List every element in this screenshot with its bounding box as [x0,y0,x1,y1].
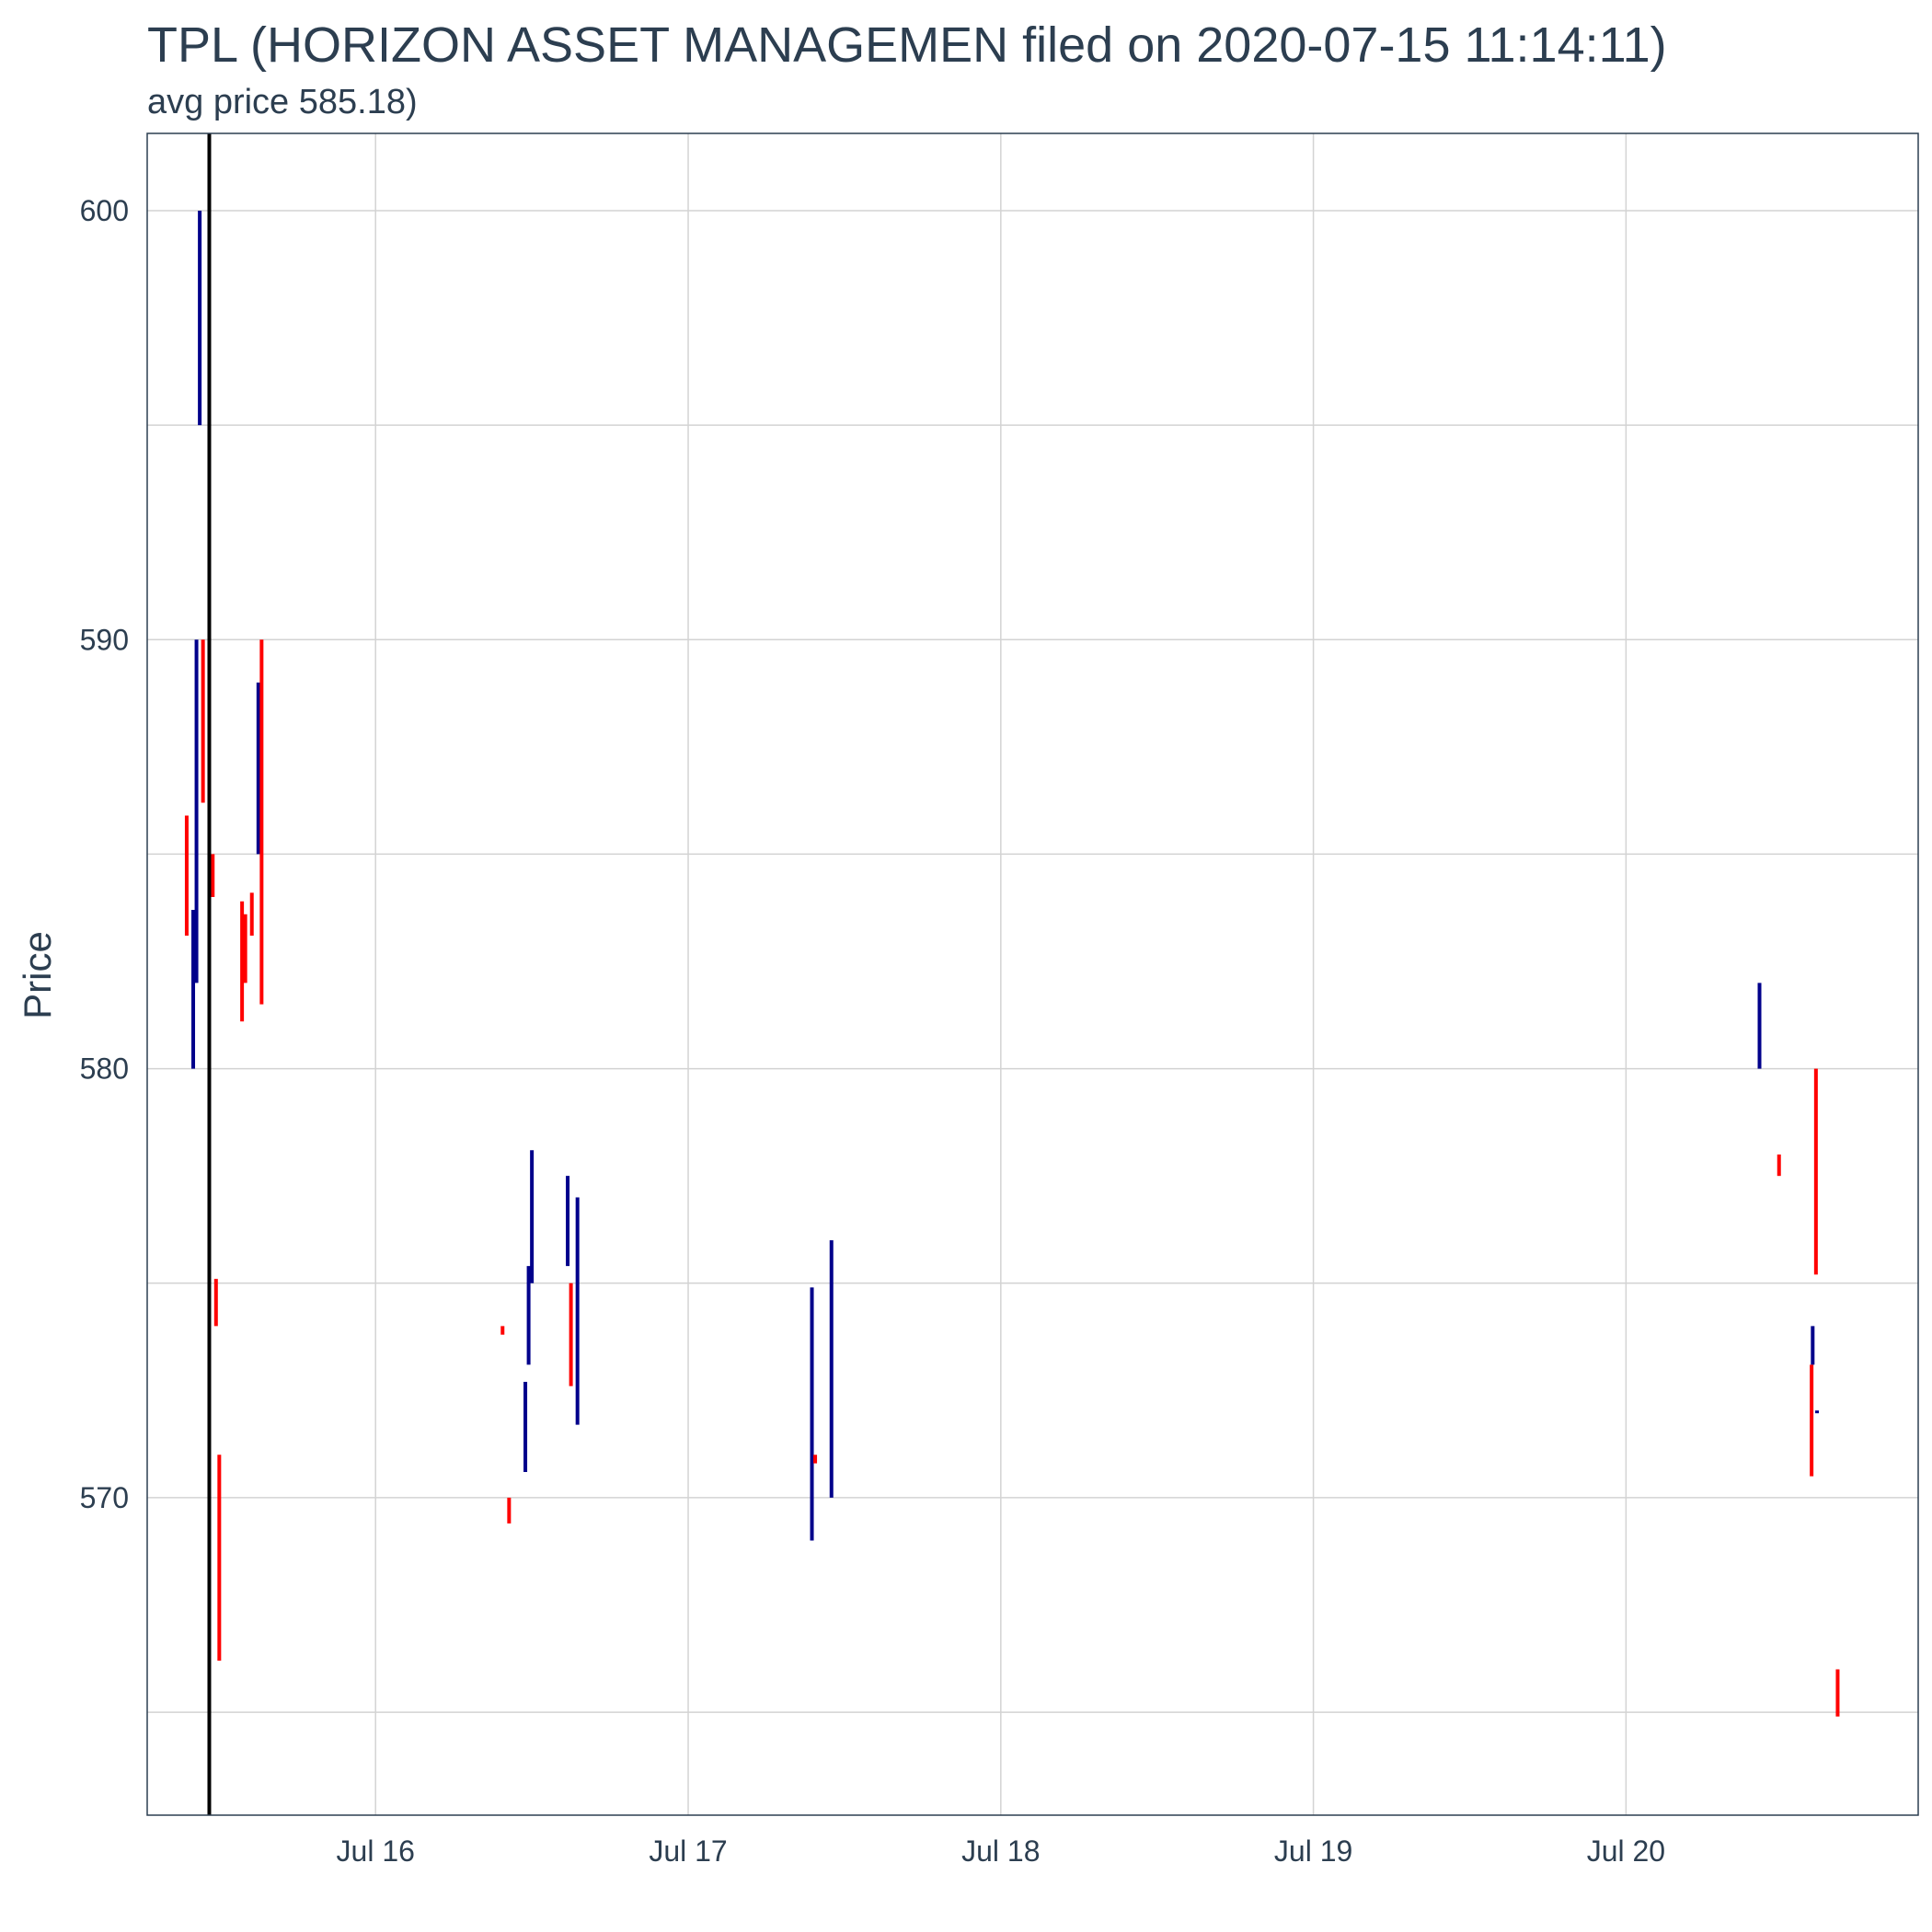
x-tick-label: Jul 19 [1274,1834,1352,1868]
grid [147,133,1918,1815]
plot-panel-border [146,132,1919,1816]
y-tick-label: 580 [80,1052,129,1086]
x-tick-label: Jul 17 [649,1834,727,1868]
y-tick-label: 570 [80,1481,129,1514]
axes: Jul 16 Jul 17 Jul 18 Jul 19 Jul 20 570 580 590 6… [80,194,1665,1868]
chart-subtitle: avg price 585.18) [147,83,418,121]
x-tick-label: Jul 16 [337,1834,415,1868]
y-axis-label: Price [16,931,59,1019]
x-tick-label: Jul 20 [1587,1834,1665,1868]
price-bars [184,210,1840,1717]
x-tick-label: Jul 18 [961,1834,1040,1868]
y-tick-label: 600 [80,194,129,227]
chart-title: TPL (HORIZON ASSET MANAGEMEN filed on 20… [147,17,1667,73]
y-tick-label: 590 [80,623,129,656]
